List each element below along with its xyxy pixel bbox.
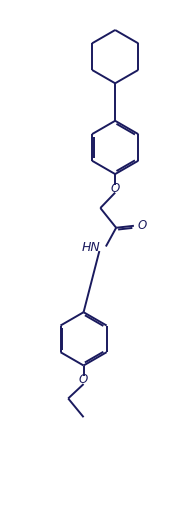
Text: O: O	[110, 182, 120, 195]
Text: O: O	[79, 373, 88, 386]
Text: HN: HN	[82, 241, 100, 254]
Text: O: O	[137, 219, 147, 232]
